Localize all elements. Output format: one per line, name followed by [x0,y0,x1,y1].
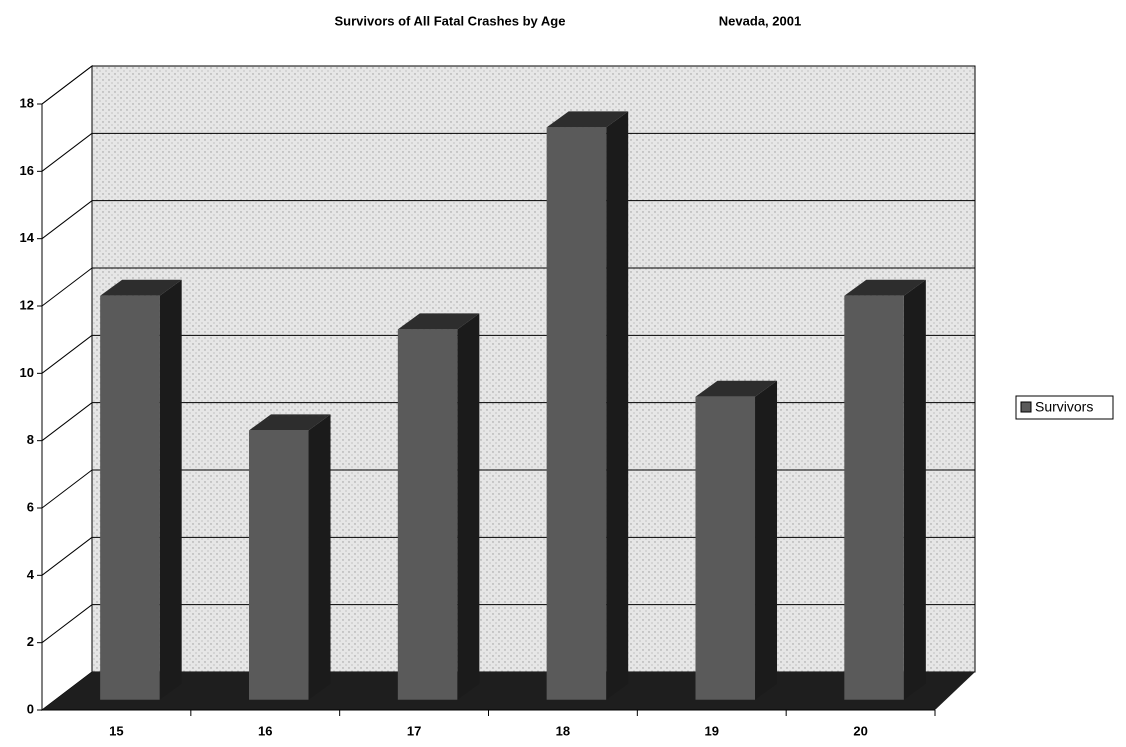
y-tick-label: 12 [20,297,34,312]
side-wall [41,64,93,712]
bar [546,127,607,700]
grid-line [41,132,93,172]
y-tick-label: 4 [27,567,35,582]
bar-side [606,111,629,700]
x-tick-label: 20 [853,723,867,738]
y-tick-label: 16 [20,163,34,178]
bar-side [308,414,331,700]
chart-title: Survivors of All Fatal Crashes by Age [335,13,566,28]
y-tick-label: 10 [20,365,34,380]
grid-line [41,469,93,509]
bar-top [397,313,480,330]
bar-top [248,414,331,431]
bar [248,430,309,700]
bar-top [844,279,926,296]
bar-side [755,380,778,700]
y-tick-label: 8 [27,432,34,447]
grid-line [41,334,93,374]
bar [100,295,160,700]
grid-line [41,402,93,442]
x-tick-label: 18 [556,723,570,738]
legend-label: Survivors [1035,399,1093,415]
y-tick-label: 0 [27,701,34,716]
bar [397,329,458,700]
bar-side [903,279,926,700]
legend [1015,395,1114,420]
bar [844,295,904,700]
x-tick-label: 15 [109,723,123,738]
grid-line [41,604,93,644]
y-tick-label: 6 [27,499,34,514]
grid-line [41,536,93,576]
x-tick-label: 17 [407,723,421,738]
bar-side [159,279,182,700]
grid-line [41,267,93,307]
chart-subtitle: Nevada, 2001 [719,13,801,28]
grid-line [41,200,93,240]
y-tick-label: 2 [27,634,34,649]
grid-line [41,65,93,105]
bar-side [457,313,480,700]
x-tick-label: 16 [258,723,272,738]
y-tick-label: 18 [20,95,34,110]
x-tick-label: 19 [705,723,719,738]
bar [695,396,756,700]
legend-swatch [1020,401,1032,413]
floor [42,672,975,710]
bar-top [100,279,182,296]
bar-top [695,380,778,397]
bar-top [546,111,629,128]
back-wall [91,65,976,673]
y-tick-label: 14 [20,230,35,245]
